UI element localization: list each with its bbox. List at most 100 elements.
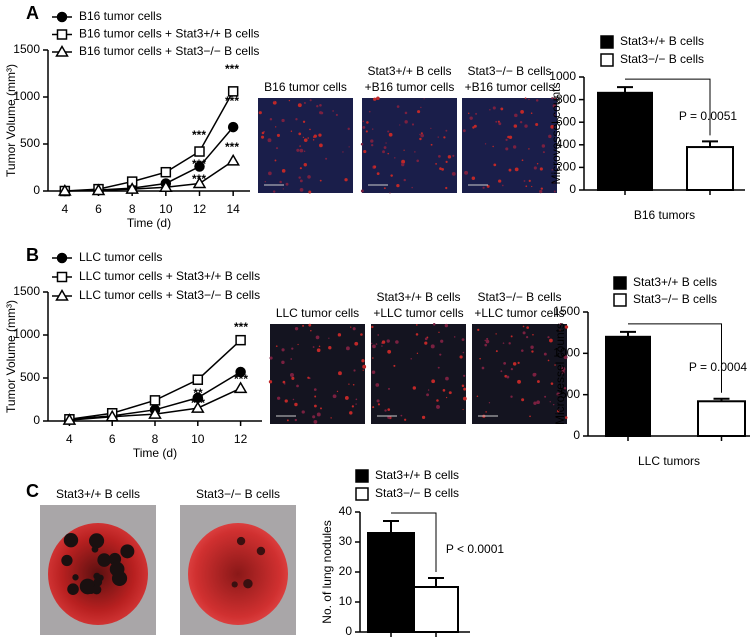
vessel-stain xyxy=(484,339,486,342)
vessel-stain xyxy=(330,417,332,419)
legend-swatch xyxy=(600,53,614,67)
vessel-stain xyxy=(561,366,566,371)
vessel-stain xyxy=(473,124,477,128)
vessel-stain xyxy=(548,134,552,139)
vessel-stain xyxy=(348,383,350,385)
vessel-stain xyxy=(302,120,306,123)
vessel-stain xyxy=(514,167,519,172)
vessel-stain xyxy=(301,410,305,414)
vessel-stain xyxy=(382,150,385,154)
bar xyxy=(597,91,653,191)
vessel-stain xyxy=(462,129,466,133)
vessel-stain xyxy=(475,112,478,115)
vessel-stain xyxy=(294,326,299,331)
vessel-stain xyxy=(502,342,505,344)
vessel-stain xyxy=(495,120,498,123)
vessel-stain xyxy=(314,395,317,398)
vessel-stain xyxy=(419,133,421,136)
y-tick-label: 200 xyxy=(556,160,576,174)
nodule xyxy=(243,578,253,589)
vessel-stain xyxy=(362,364,367,369)
vessel-stain xyxy=(389,192,391,194)
vessel-stain xyxy=(441,167,444,171)
vessel-stain xyxy=(447,155,452,159)
y-tick-label: 1000 xyxy=(553,346,580,360)
vessel-stain xyxy=(387,415,391,419)
bar xyxy=(686,146,734,191)
vessel-stain xyxy=(384,409,387,412)
vessel-stain xyxy=(313,420,318,424)
marker xyxy=(56,252,68,264)
vessel-stain xyxy=(547,336,550,339)
vessel-stain xyxy=(342,151,344,153)
vessel-stain xyxy=(411,123,415,126)
x-tick-label: 12 xyxy=(234,432,248,446)
y-tick-label: 500 xyxy=(20,370,40,384)
vessel-stain xyxy=(318,345,321,348)
vessel-stain xyxy=(377,334,380,336)
legend-label: LLC tumor cells + Stat3+/+ B cells xyxy=(79,269,260,283)
significance: *** xyxy=(192,128,206,142)
nodule xyxy=(231,581,238,588)
x-tick-label: 10 xyxy=(159,202,173,216)
vessel-stain xyxy=(328,337,330,339)
vessel-stain xyxy=(444,323,449,328)
vessel-stain xyxy=(303,101,306,104)
vessel-stain xyxy=(319,111,323,115)
y-tick-label: 600 xyxy=(556,114,576,128)
vessel-stain xyxy=(375,383,380,387)
significance: *** xyxy=(192,157,206,171)
x-tick-label: 8 xyxy=(129,202,136,216)
y-axis-label: Microvessel counts xyxy=(553,323,567,425)
nodule xyxy=(79,578,96,595)
nodule xyxy=(97,553,112,567)
vessel-stain xyxy=(541,144,546,148)
vessel-stain xyxy=(484,143,487,145)
vessel-stain xyxy=(376,399,380,403)
vessel-stain xyxy=(269,118,273,121)
vessel-stain xyxy=(261,131,265,135)
vessel-stain xyxy=(471,176,476,181)
legend-swatch xyxy=(355,487,369,501)
nodule xyxy=(93,572,101,580)
vessel-stain xyxy=(276,133,281,137)
vessel-stain xyxy=(363,149,367,154)
vessel-stain xyxy=(309,128,311,131)
x-tick-label: 4 xyxy=(66,432,73,446)
y-tick-label: 1000 xyxy=(13,89,40,103)
panel-label: B xyxy=(26,245,39,265)
vessel-stain xyxy=(528,98,530,101)
nodule xyxy=(91,584,102,595)
vessel-stain xyxy=(438,154,441,158)
vessel-stain xyxy=(313,134,317,138)
x-tick-label: 14 xyxy=(226,202,240,216)
vessel-stain xyxy=(298,132,302,136)
vessel-stain xyxy=(412,386,417,390)
x-axis-label: Time (d) xyxy=(127,216,171,230)
vessel-stain xyxy=(281,118,285,123)
vessel-stain xyxy=(308,190,312,194)
vessel-stain xyxy=(307,376,310,379)
vessel-stain xyxy=(553,114,556,116)
vessel-stain xyxy=(383,187,386,190)
vessel-stain xyxy=(476,395,479,397)
vessel-stain xyxy=(362,125,366,129)
vessel-stain xyxy=(461,338,465,342)
vessel-stain xyxy=(387,408,391,411)
series-line xyxy=(64,160,234,192)
vessel-stain xyxy=(430,127,432,130)
vessel-stain xyxy=(462,408,464,411)
vessel-stain xyxy=(264,180,267,183)
vessel-stain xyxy=(404,120,408,124)
vessel-stain xyxy=(390,174,393,177)
vessel-stain xyxy=(282,380,286,384)
vessel-stain xyxy=(298,176,301,179)
marker xyxy=(91,183,106,196)
vessel-stain xyxy=(521,159,524,162)
marker xyxy=(56,29,68,40)
vessel-stain xyxy=(286,419,289,422)
y-tick-label: 0 xyxy=(345,624,352,638)
significance: *** xyxy=(234,372,248,386)
error-bar xyxy=(383,520,399,533)
vessel-stain xyxy=(355,403,357,405)
